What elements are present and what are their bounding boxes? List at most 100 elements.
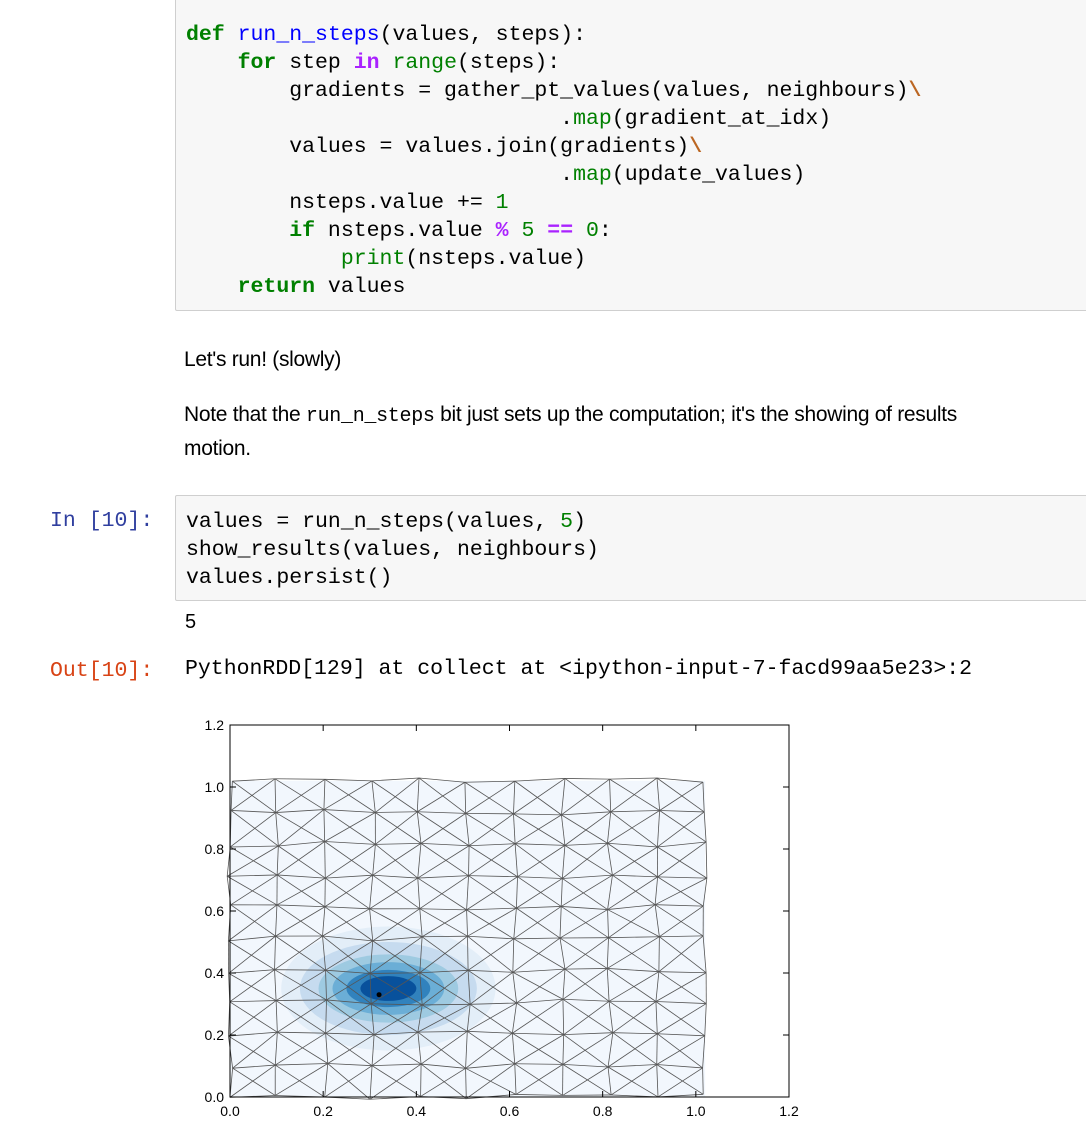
y-tick-label: 1.2 bbox=[205, 717, 225, 733]
mesh-edge bbox=[276, 904, 325, 908]
code-token: (values, steps): bbox=[379, 23, 586, 47]
mesh-edge bbox=[561, 906, 608, 910]
code-token: . bbox=[186, 107, 574, 131]
mesh-edge bbox=[607, 909, 609, 938]
mesh-edge bbox=[228, 935, 276, 974]
mesh-edge bbox=[277, 1031, 328, 1064]
mesh-edge bbox=[375, 811, 418, 813]
mesh-edge bbox=[513, 781, 516, 814]
mesh-edge bbox=[466, 907, 517, 911]
peak-marker bbox=[376, 992, 382, 998]
mesh-edge bbox=[516, 906, 562, 909]
code-token: . bbox=[186, 163, 574, 187]
code-token: 5 bbox=[560, 510, 574, 534]
mesh-edge bbox=[562, 1034, 565, 1065]
y-tick-label: 0.4 bbox=[205, 965, 225, 981]
mesh-edge bbox=[512, 1032, 564, 1065]
mesh-edge bbox=[325, 999, 327, 1034]
mesh-edge bbox=[370, 1003, 419, 1033]
mesh-edge bbox=[609, 777, 657, 780]
mesh-edge bbox=[230, 778, 276, 811]
mesh-edge bbox=[559, 906, 562, 939]
mesh-edge bbox=[324, 841, 376, 845]
mesh-edge bbox=[274, 778, 277, 813]
mesh-edge bbox=[325, 874, 373, 879]
mesh-edge bbox=[512, 938, 515, 973]
mesh-edge bbox=[610, 810, 660, 813]
code-token: print bbox=[340, 247, 406, 271]
mesh-edge bbox=[513, 908, 517, 939]
mesh-edge bbox=[466, 875, 469, 910]
code-cell-run-n-steps[interactable]: def run_n_steps(values, steps): for step… bbox=[175, 0, 1086, 311]
mesh-edge bbox=[607, 968, 659, 973]
mesh-edge bbox=[559, 909, 608, 939]
mesh-edge bbox=[420, 1067, 466, 1097]
mesh-edge bbox=[470, 1002, 517, 1005]
mesh-edge bbox=[230, 874, 278, 906]
code-token: gradients = gather_pt_values(values, nei… bbox=[186, 79, 909, 103]
mesh-edge bbox=[322, 908, 370, 937]
mesh-edge bbox=[607, 1066, 659, 1098]
mesh-edge bbox=[654, 904, 704, 937]
mesh-edge bbox=[562, 998, 610, 1002]
code-token: (steps): bbox=[456, 51, 561, 75]
mesh-edge bbox=[422, 1003, 471, 1006]
mesh-edge bbox=[608, 1000, 658, 1035]
x-tick-label: 1.0 bbox=[686, 1103, 706, 1119]
mesh-edge bbox=[607, 1066, 612, 1095]
mesh-edge bbox=[608, 1064, 657, 1068]
mesh-edge bbox=[612, 1001, 657, 1034]
code-cell-10[interactable]: values = run_n_steps(values, 5) show_resu… bbox=[175, 495, 1086, 601]
mesh-edge bbox=[276, 846, 279, 875]
code-editor[interactable]: def run_n_steps(values, steps): for step… bbox=[176, 0, 1086, 301]
code-token: values = values.join(gradients) bbox=[186, 135, 690, 159]
mesh-edge bbox=[612, 1032, 657, 1065]
mesh-edge bbox=[322, 906, 326, 937]
mesh-edge bbox=[607, 968, 657, 1002]
mesh-edge bbox=[277, 874, 326, 879]
mesh-edge bbox=[275, 1000, 326, 1034]
mesh-edge bbox=[230, 845, 279, 848]
mesh-edge bbox=[607, 904, 656, 910]
mesh-edge bbox=[419, 908, 468, 937]
code-token: values = run_n_steps(values, bbox=[186, 510, 561, 534]
y-tick-label: 0.0 bbox=[205, 1089, 225, 1105]
mesh-edge bbox=[469, 843, 516, 847]
mesh-edge bbox=[562, 878, 608, 910]
mesh-edge bbox=[375, 844, 419, 879]
mesh-edge bbox=[323, 809, 376, 813]
mesh-edge bbox=[232, 1064, 276, 1069]
code-editor[interactable]: values = run_n_steps(values, 5) show_resu… bbox=[176, 496, 1086, 592]
mesh-edge bbox=[609, 779, 612, 812]
mesh-edge bbox=[226, 845, 279, 877]
mesh-edge bbox=[421, 936, 469, 971]
mesh-edge bbox=[229, 1000, 277, 1003]
code-line: return values bbox=[186, 273, 1086, 301]
markdown-paragraph: Note that the run_n_steps bit just sets … bbox=[184, 399, 957, 465]
mesh-edge bbox=[325, 1033, 329, 1064]
mesh-edge bbox=[323, 779, 326, 810]
mesh-edge bbox=[369, 936, 423, 974]
mesh-edge bbox=[513, 813, 566, 846]
mesh-edge bbox=[560, 878, 563, 907]
mesh-edge bbox=[561, 811, 611, 816]
code-line: for step in range(steps): bbox=[186, 49, 1086, 77]
code-token bbox=[509, 219, 522, 243]
mesh-edge bbox=[325, 1032, 373, 1067]
mesh-edge bbox=[564, 778, 611, 813]
mesh-edge bbox=[327, 1063, 373, 1067]
mesh-edge bbox=[702, 1035, 706, 1068]
mesh-edge bbox=[656, 1064, 704, 1095]
code-token: for bbox=[237, 51, 277, 75]
mesh-edge bbox=[467, 1002, 517, 1032]
mesh-edge bbox=[419, 936, 423, 973]
mesh-edge bbox=[369, 973, 372, 1004]
code-line: values = run_n_steps(values, 5) bbox=[186, 508, 1086, 536]
mesh-edge bbox=[560, 906, 609, 939]
mesh-edge bbox=[564, 842, 608, 846]
x-tick-label: 1.2 bbox=[779, 1103, 799, 1119]
mesh-edge bbox=[375, 842, 421, 845]
mesh-edge bbox=[562, 999, 565, 1035]
code-token: 1 bbox=[495, 191, 509, 215]
mesh-edge bbox=[375, 811, 418, 845]
